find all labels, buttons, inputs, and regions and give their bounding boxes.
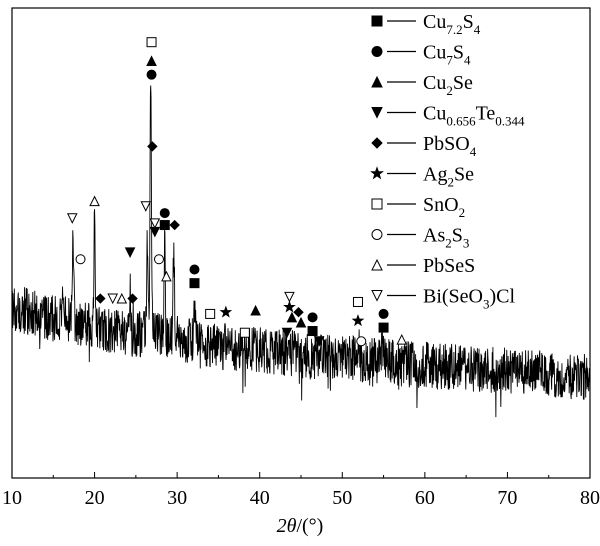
phase-marker-square-open [205,308,216,319]
x-tick-label-50: 50 [332,487,352,509]
legend-label: Bi(SeO3)Cl [423,286,516,312]
x-tick-label-10: 10 [2,487,22,509]
phase-marker-triangle-up-filled [250,304,261,316]
phase-marker-triangle-down-filled [281,327,293,339]
phase-marker-square-open [352,296,363,307]
legend-item: SnO2 [371,194,465,220]
legend-item: PbSO4 [371,133,477,159]
phase-marker-diamond-filled [147,141,158,152]
phase-marker-star-filled [283,300,296,313]
phase-marker-circle-open [75,254,86,265]
phase-marker-diamond-filled [95,293,106,304]
x-axis: 10 20 30 40 50 60 70 80 [2,472,600,509]
legend-item: Bi(SeO3)Cl [371,286,516,312]
phase-marker-triangle-down-open [66,213,78,224]
phase-marker-triangle-up-filled [286,311,298,323]
phase-marker-square-open [239,327,250,338]
phase-marker-circle-filled [159,208,170,219]
legend-label: Ag2Se [423,164,474,190]
plot-frame [11,7,591,479]
phase-marker-star-filled [219,305,233,318]
phase-marker-triangle-up-filled [295,316,307,328]
legend-label: PbSeS [423,255,475,277]
phase-marker-square-filled [307,326,318,337]
phase-marker-circle-filled [307,312,318,323]
phase-marker-triangle-up-open [116,292,128,304]
x-tick-label-60: 60 [415,487,435,509]
phase-marker-circle-filled [189,264,200,275]
legend-triangle-up-filled-icon [371,75,383,88]
phase-marker-star-filled [351,314,365,327]
legend-square-open-icon [371,198,383,210]
xrd-trace [11,85,591,418]
legend-square-filled-icon [371,15,383,27]
legend-triangle-down-filled-icon [371,107,383,119]
legend-label: SnO2 [423,194,465,220]
x-tick-label-40: 40 [250,487,270,509]
phase-marker-circle-open [356,336,367,347]
legend-star-filled-icon [370,166,384,180]
phase-marker-triangle-up-open [89,195,100,207]
legend-item: Ag2Se [370,164,474,190]
legend-label: Cu2Se [423,72,473,98]
legend-item: Cu7.2S4 [371,11,481,37]
phase-marker-triangle-down-filled [124,247,136,259]
phase-marker-triangle-down-open [107,293,119,305]
legend-label: Cu0.656Te0.344 [423,103,525,129]
legend-label: As2S3 [423,225,469,251]
phase-marker-triangle-down-open [149,218,161,229]
phase-marker-circle-filled [146,69,157,80]
phase-marker-circle-filled [378,308,389,319]
phase-marker-square-open [146,37,157,48]
legend-triangle-up-open-icon [371,258,383,271]
legend-triangle-down-open-icon [371,290,383,302]
legend-label: Cu7S4 [423,42,471,68]
phase-marker-triangle-up-open [161,270,172,282]
phase-marker-triangle-down-filled [313,336,325,347]
phase-marker-diamond-filled [169,219,180,231]
legend-label: Cu7.2S4 [423,11,481,37]
phase-marker-square-filled [159,220,170,231]
legend-item: As2S3 [371,225,469,251]
x-tick-label-80: 80 [580,487,600,509]
phase-marker-triangle-down-open [284,291,295,303]
x-tick-label-20: 20 [85,487,105,509]
legend-item: Cu7S4 [371,42,471,68]
phase-marker-circle-open [153,254,164,265]
legend-label: PbSO4 [423,133,477,159]
phase-marker-square-filled [189,278,200,289]
legend-circle-open-icon [371,229,383,240]
x-tick-label-30: 30 [167,487,187,509]
legend-diamond-filled-icon [371,137,383,149]
phase-marker-diamond-filled [127,293,138,304]
x-axis-title: 2θ/(°) [277,515,324,537]
x-tick-label-70: 70 [497,487,517,509]
phase-marker-triangle-down-open [140,201,152,212]
legend: Cu7.2S4 Cu7S4 Cu2Se Cu0.656Te0.344 PbSO4 Ag2S… [370,11,525,312]
legend-item: Cu2Se [371,72,473,98]
phase-marker-square-filled [378,322,389,333]
phase-marker-triangle-up-open [396,333,408,345]
legend-item: PbSeS [371,255,475,277]
phase-marker-triangle-up-filled [146,55,157,66]
plot-area [11,7,591,479]
phase-marker-diamond-filled [293,307,304,318]
legend-item: Cu0.656Te0.344 [371,103,525,129]
legend-circle-filled-icon [371,46,383,57]
